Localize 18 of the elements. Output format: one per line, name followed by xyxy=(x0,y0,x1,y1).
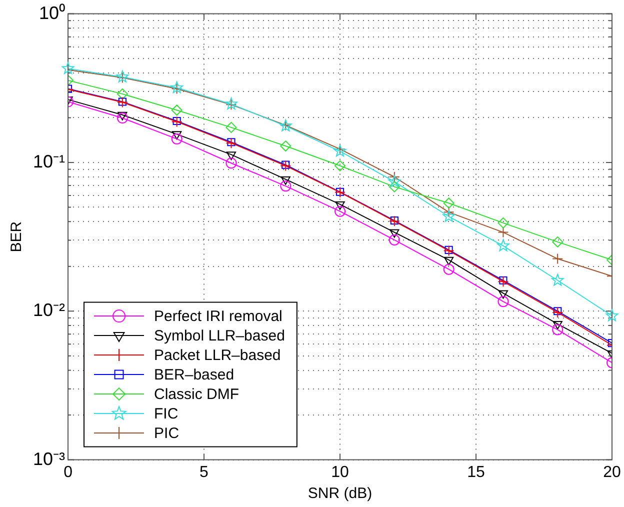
legend-label: FIC xyxy=(154,406,178,423)
legend-label: BER–based xyxy=(154,366,234,384)
x-tick-label: 0 xyxy=(64,464,73,481)
x-tick-label: 10 xyxy=(331,464,350,481)
legend-label: Classic DMF xyxy=(154,386,240,404)
y-tick-label: 10⁻² xyxy=(33,300,66,320)
y-axis-title: BER xyxy=(8,221,26,252)
x-axis-title: SNR (dB) xyxy=(308,485,372,502)
x-tick-label: 5 xyxy=(200,464,209,481)
x-tick-label: 15 xyxy=(467,464,486,481)
y-tick-label: 10⁰ xyxy=(38,2,66,23)
legend-label: PIC xyxy=(154,425,180,442)
y-tick-label: 10⁻¹ xyxy=(33,151,66,172)
x-tick-label: 20 xyxy=(603,464,621,481)
legend-label: Packet LLR–based xyxy=(154,347,281,364)
y-tick-label: 10⁻³ xyxy=(33,448,66,469)
legend-label: Symbol LLR–based xyxy=(154,328,285,345)
legend-label: Perfect IRI removal xyxy=(154,308,282,326)
